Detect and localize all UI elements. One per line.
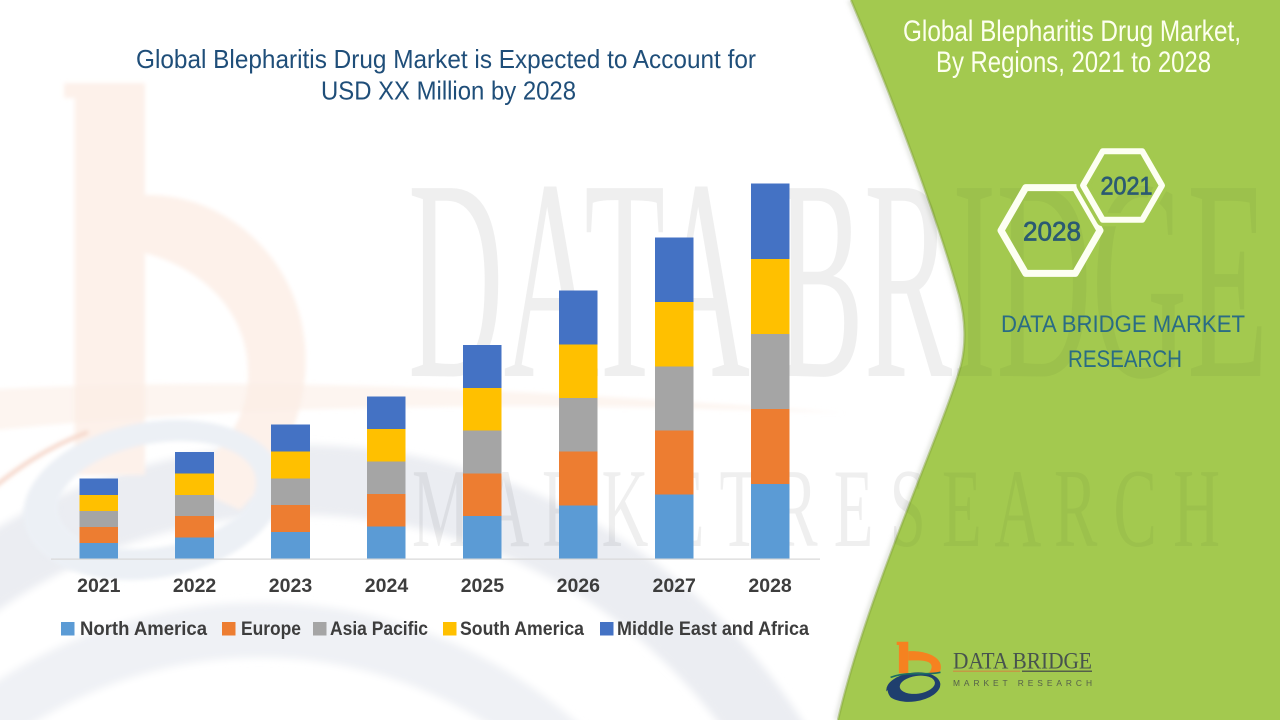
svg-text:RESEARCH: RESEARCH: [1068, 346, 1182, 373]
svg-text:DATA BRIDGE MARKET: DATA BRIDGE MARKET: [1001, 311, 1245, 338]
svg-text:North America: North America: [80, 619, 207, 640]
svg-text:2021: 2021: [77, 575, 121, 597]
svg-text:Global Blepharitis Drug Market: Global Blepharitis Drug Market is Expect…: [136, 44, 756, 74]
svg-text:2026: 2026: [557, 575, 601, 597]
svg-text:South America: South America: [460, 619, 584, 640]
svg-text:USD XX Million by 2028: USD XX Million by 2028: [321, 76, 576, 106]
svg-text:2021: 2021: [1101, 173, 1153, 201]
svg-text:2027: 2027: [653, 575, 696, 597]
svg-text:2023: 2023: [269, 575, 313, 597]
svg-text:2028: 2028: [748, 575, 792, 597]
svg-text:2024: 2024: [365, 575, 409, 597]
svg-text:MARKET RESEARCH: MARKET RESEARCH: [953, 678, 1092, 688]
svg-text:DATA BRIDGE: DATA BRIDGE: [953, 649, 1092, 675]
svg-text:By Regions, 2021 to 2028: By Regions, 2021 to 2028: [936, 46, 1211, 79]
svg-text:2028: 2028: [1023, 217, 1081, 247]
svg-text:Global Blepharitis Drug Market: Global Blepharitis Drug Market,: [903, 15, 1241, 48]
svg-text:2022: 2022: [173, 575, 217, 597]
svg-text:Asia Pacific: Asia Pacific: [330, 619, 428, 640]
svg-text:2025: 2025: [461, 575, 505, 597]
svg-text:Europe: Europe: [241, 619, 301, 640]
svg-text:Middle East and Africa: Middle East and Africa: [617, 619, 809, 640]
